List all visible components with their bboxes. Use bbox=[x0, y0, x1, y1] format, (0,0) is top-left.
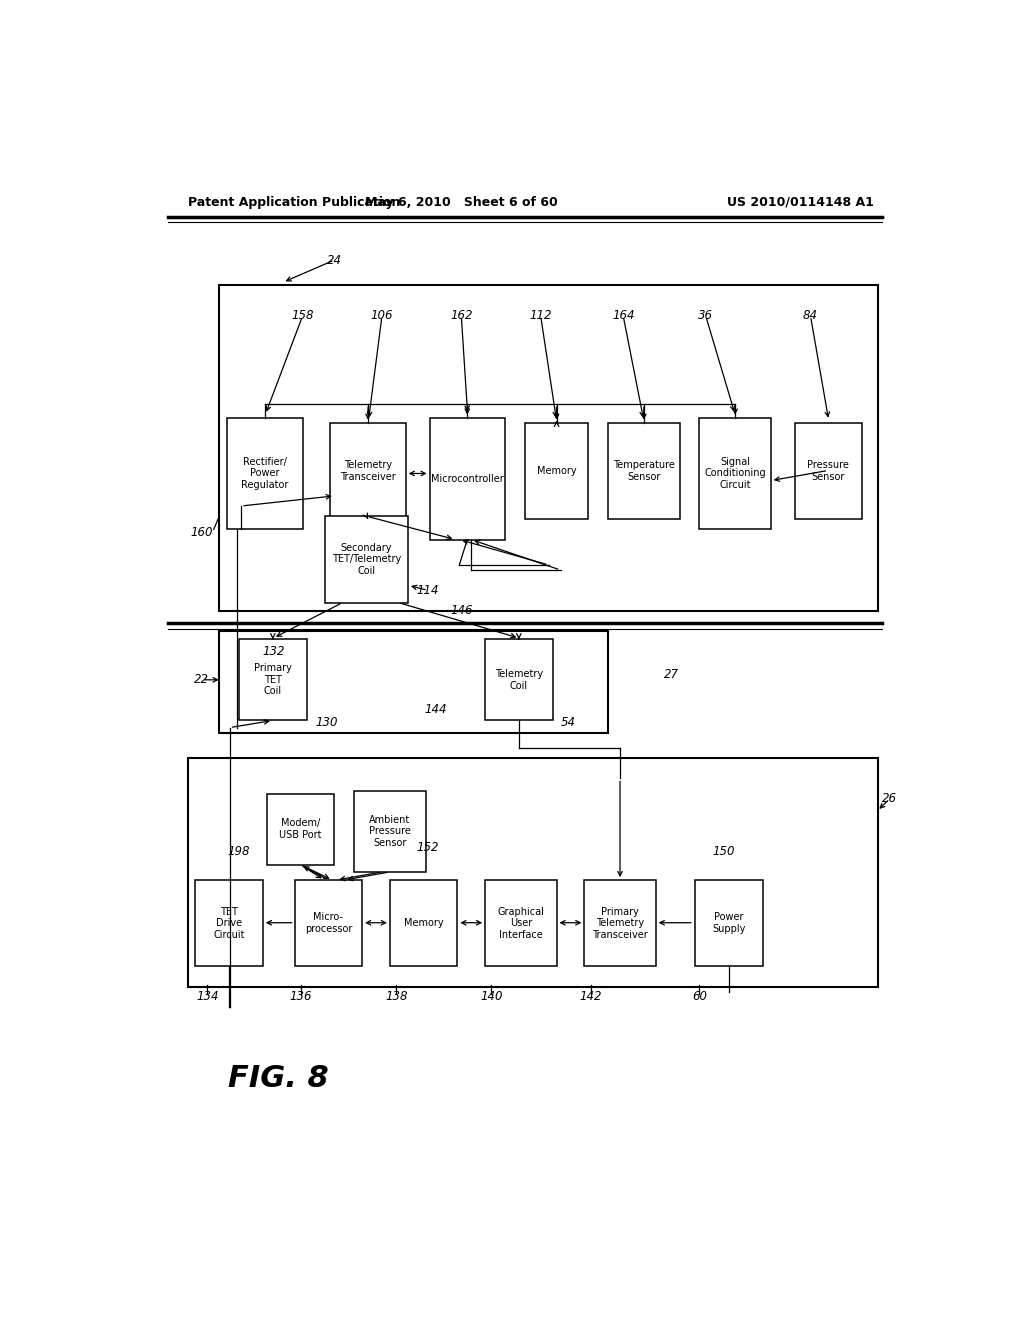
Text: Modem/
USB Port: Modem/ USB Port bbox=[280, 818, 322, 840]
Bar bbox=[196, 880, 263, 966]
Text: TET
Drive
Circuit: TET Drive Circuit bbox=[213, 907, 245, 940]
Text: Telemetry
Transceiver: Telemetry Transceiver bbox=[340, 461, 396, 482]
Bar bbox=[585, 880, 655, 966]
Text: 26: 26 bbox=[883, 792, 897, 805]
Text: Micro-
processor: Micro- processor bbox=[305, 912, 352, 935]
Text: Ambient
Pressure
Sensor: Ambient Pressure Sensor bbox=[369, 814, 411, 847]
Bar bbox=[267, 793, 334, 865]
Text: 162: 162 bbox=[451, 309, 472, 322]
Text: 136: 136 bbox=[290, 990, 312, 1003]
Text: Signal
Conditioning
Circuit: Signal Conditioning Circuit bbox=[705, 457, 766, 490]
Text: Patent Application Publication: Patent Application Publication bbox=[187, 195, 400, 209]
Bar bbox=[390, 880, 458, 966]
Bar bbox=[227, 417, 303, 529]
Text: Microcontroller: Microcontroller bbox=[431, 474, 504, 483]
Bar bbox=[795, 422, 862, 519]
Text: 150: 150 bbox=[712, 845, 734, 858]
Text: 36: 36 bbox=[698, 309, 714, 322]
Text: 106: 106 bbox=[371, 309, 393, 322]
Text: 130: 130 bbox=[315, 715, 338, 729]
Bar bbox=[219, 285, 878, 611]
Bar bbox=[485, 639, 553, 721]
Bar bbox=[325, 516, 409, 602]
Bar bbox=[524, 422, 588, 519]
Text: 144: 144 bbox=[425, 702, 447, 715]
Text: Secondary
TET/Telemetry
Coil: Secondary TET/Telemetry Coil bbox=[332, 543, 401, 576]
Text: 164: 164 bbox=[612, 309, 635, 322]
Text: 114: 114 bbox=[417, 583, 439, 597]
Bar bbox=[240, 639, 306, 721]
Bar bbox=[430, 417, 505, 540]
Bar bbox=[331, 422, 406, 519]
Text: Primary
TET
Coil: Primary TET Coil bbox=[254, 663, 292, 697]
Text: FIG. 8: FIG. 8 bbox=[228, 1064, 329, 1093]
Bar bbox=[608, 422, 680, 519]
Text: Memory: Memory bbox=[403, 919, 443, 928]
Text: 152: 152 bbox=[417, 841, 439, 854]
Bar bbox=[699, 417, 771, 529]
Bar bbox=[695, 880, 763, 966]
Text: 112: 112 bbox=[529, 309, 552, 322]
Text: May 6, 2010   Sheet 6 of 60: May 6, 2010 Sheet 6 of 60 bbox=[365, 195, 558, 209]
Text: 158: 158 bbox=[292, 309, 313, 322]
Text: 54: 54 bbox=[561, 715, 575, 729]
Text: 138: 138 bbox=[385, 990, 408, 1003]
Bar bbox=[485, 880, 557, 966]
Bar bbox=[295, 880, 362, 966]
Text: Graphical
User
Interface: Graphical User Interface bbox=[498, 907, 545, 940]
Text: Primary
Telemetry
Transceiver: Primary Telemetry Transceiver bbox=[592, 907, 648, 940]
Text: 22: 22 bbox=[195, 673, 209, 686]
Text: Memory: Memory bbox=[537, 466, 577, 477]
Text: 132: 132 bbox=[262, 645, 285, 657]
Text: 27: 27 bbox=[665, 668, 679, 681]
Bar bbox=[187, 758, 878, 987]
Text: US 2010/0114148 A1: US 2010/0114148 A1 bbox=[727, 195, 873, 209]
Text: 142: 142 bbox=[580, 990, 602, 1003]
Text: 24: 24 bbox=[327, 253, 342, 267]
Text: 60: 60 bbox=[692, 990, 707, 1003]
Text: Temperature
Sensor: Temperature Sensor bbox=[613, 461, 675, 482]
Text: Power
Supply: Power Supply bbox=[713, 912, 745, 935]
Text: Rectifier/
Power
Regulator: Rectifier/ Power Regulator bbox=[242, 457, 289, 490]
Bar bbox=[354, 791, 426, 873]
Text: 134: 134 bbox=[197, 990, 218, 1003]
Text: Pressure
Sensor: Pressure Sensor bbox=[807, 461, 849, 482]
Text: 140: 140 bbox=[480, 990, 503, 1003]
Text: Telemetry
Coil: Telemetry Coil bbox=[495, 669, 543, 690]
Text: 160: 160 bbox=[190, 525, 213, 539]
Bar bbox=[219, 631, 608, 733]
Text: 198: 198 bbox=[228, 845, 250, 858]
Text: 146: 146 bbox=[451, 605, 472, 618]
Text: 84: 84 bbox=[803, 309, 818, 322]
